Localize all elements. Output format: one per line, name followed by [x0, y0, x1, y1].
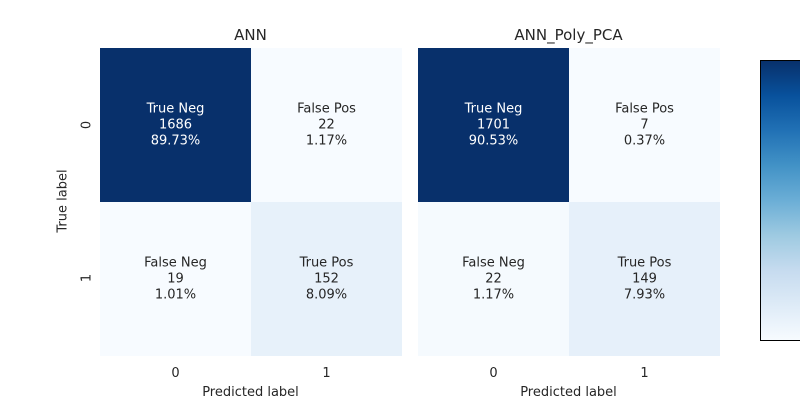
- x-axis-label: Predicted label: [202, 385, 299, 400]
- heatmap-cell: [418, 202, 569, 356]
- cell-percent-label: 7.93%: [624, 288, 665, 303]
- cell-percent-label: 0.37%: [624, 134, 665, 149]
- cell-category-label: True Neg: [146, 102, 205, 117]
- cell-category-label: True Pos: [617, 256, 672, 271]
- x-tick-label: 0: [171, 366, 179, 381]
- heatmap-cell: [100, 48, 251, 202]
- cell-category-label: False Pos: [297, 102, 356, 117]
- x-ticks: 0 1: [171, 366, 330, 381]
- heatmap-cell: [569, 202, 720, 356]
- heatmap-cell: [569, 48, 720, 202]
- cell-percent-label: 89.73%: [151, 134, 201, 149]
- cell-category-label: True Pos: [299, 256, 354, 271]
- cell-percent-label: 1.01%: [155, 288, 196, 303]
- cell-count-label: 22: [318, 118, 335, 133]
- cell-count-label: 1686: [159, 118, 192, 133]
- heatmap-cell: [418, 48, 569, 202]
- heatmap-cell: [251, 202, 402, 356]
- y-axis-label: True label: [56, 169, 71, 233]
- x-axis-label: Predicted label: [520, 385, 617, 400]
- cell-count-label: 1701: [477, 118, 510, 133]
- heatmap-cell: [100, 202, 251, 356]
- y-ticks: 0 1: [80, 121, 95, 282]
- heatmap-cell: [251, 48, 402, 202]
- cell-category-label: False Neg: [462, 256, 525, 271]
- cell-count-label: 152: [314, 272, 339, 287]
- chart-title: ANN: [234, 26, 267, 44]
- y-tick-label: 1: [80, 274, 95, 282]
- cell-count-label: 19: [167, 272, 184, 287]
- cell-category-label: False Neg: [144, 256, 207, 271]
- x-tick-label: 0: [489, 366, 497, 381]
- cell-count-label: 7: [640, 118, 648, 133]
- chart-title: ANN_Poly_PCA: [514, 26, 623, 45]
- cell-category-label: True Neg: [464, 102, 523, 117]
- cell-count-label: 149: [632, 272, 657, 287]
- cell-percent-label: 1.17%: [473, 288, 514, 303]
- x-tick-label: 1: [640, 366, 648, 381]
- y-tick-label: 0: [80, 121, 95, 129]
- cell-count-label: 22: [485, 272, 502, 287]
- cell-percent-label: 90.53%: [469, 134, 519, 149]
- cell-category-label: False Pos: [615, 102, 674, 117]
- x-tick-label: 1: [322, 366, 330, 381]
- cell-percent-label: 8.09%: [306, 288, 347, 303]
- cell-percent-label: 1.17%: [306, 134, 347, 149]
- colorbar: [760, 60, 800, 341]
- x-ticks: 0 1: [489, 366, 648, 381]
